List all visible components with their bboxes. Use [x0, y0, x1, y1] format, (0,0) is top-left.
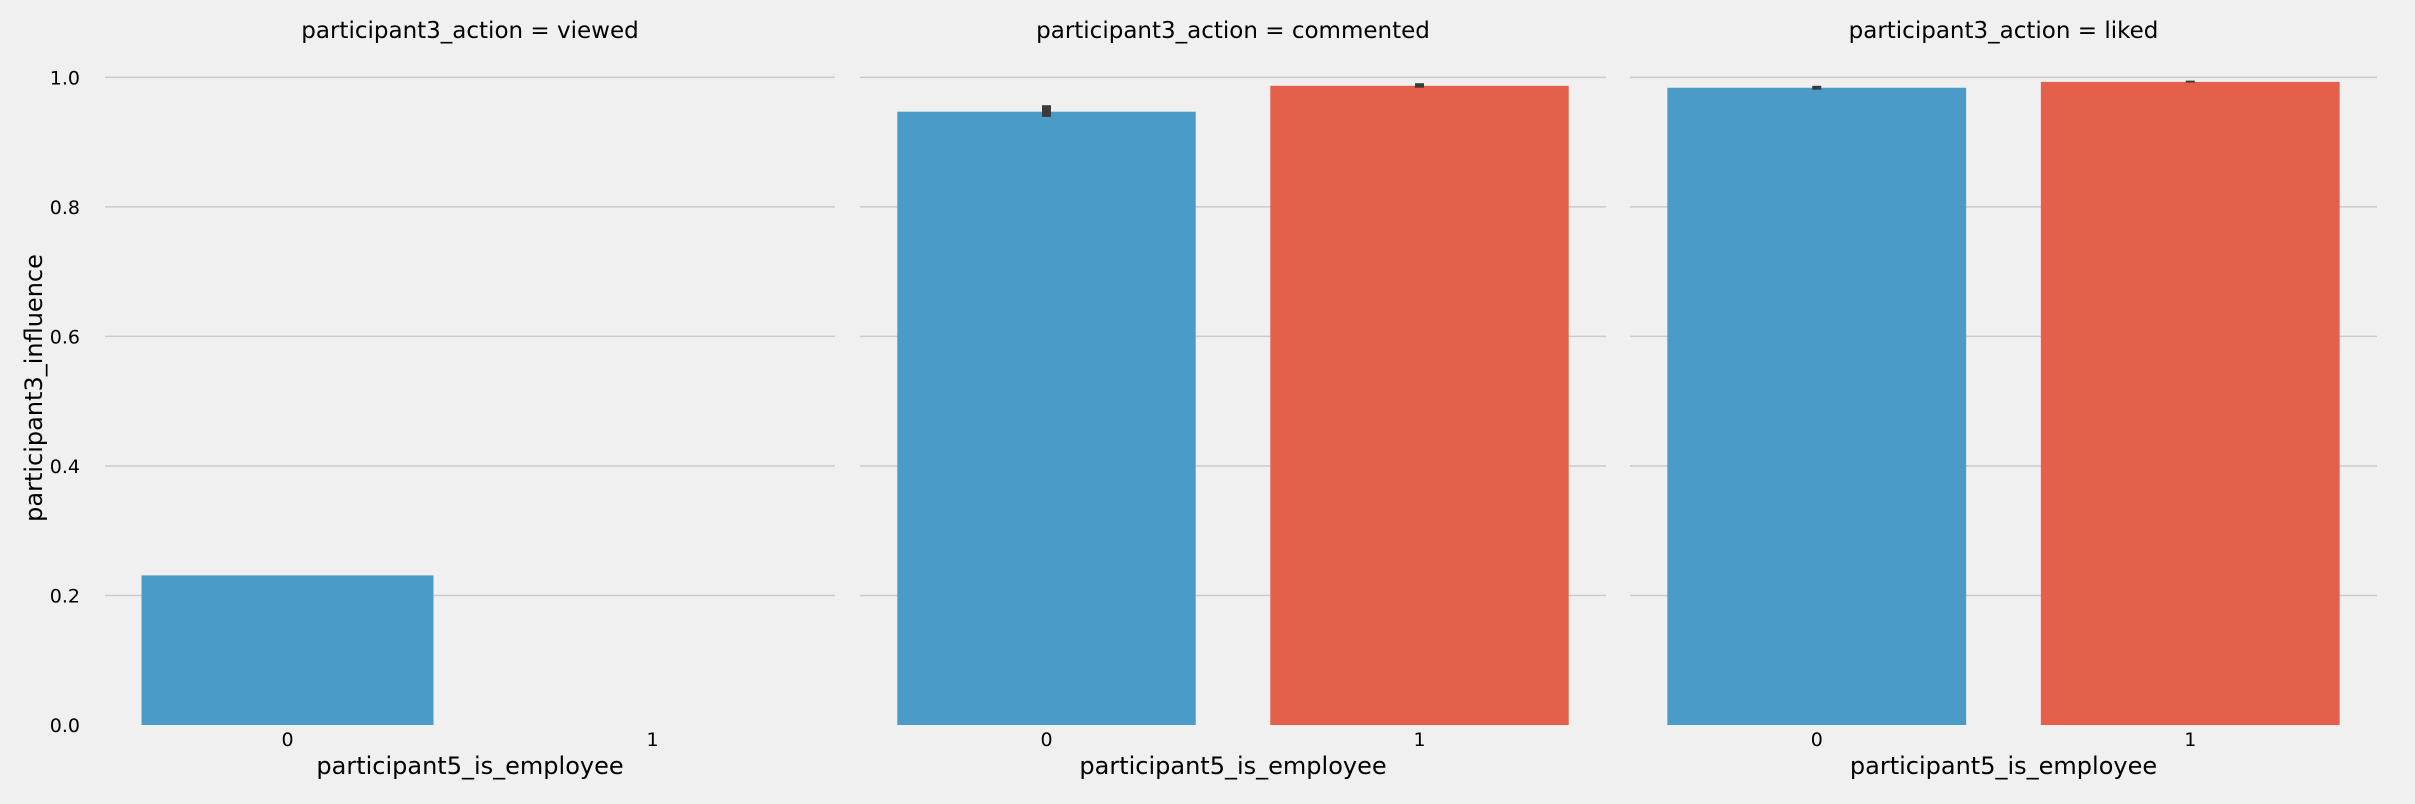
y-axis-label: participant3_influence [20, 254, 48, 522]
panel-title: participant3_action = viewed [301, 18, 638, 44]
facet-panel: 0.0 0.2 0.4 0.6 0.8 1.0 0 1 participant5_is_empl… [50, 18, 835, 780]
x-axis-label: participant5_is_employee [1079, 752, 1386, 780]
bar [2040, 81, 2340, 725]
facet-panel: 0 1 participant5_is_employee participant3_a… [1630, 18, 2377, 780]
bar [1270, 85, 1569, 726]
x-tick-label: 0 [1811, 729, 1823, 751]
x-tick-label: 0 [1040, 729, 1052, 751]
bar [141, 575, 434, 725]
y-tick-label: 0.2 [50, 585, 80, 607]
y-tick-label: 1.0 [50, 67, 80, 89]
x-tick-label: 1 [2184, 729, 2196, 751]
x-axis-label: participant5_is_employee [1850, 752, 2157, 780]
y-tick-label: 0.4 [50, 456, 80, 478]
x-tick-label: 1 [646, 729, 658, 751]
x-tick-label: 1 [1413, 729, 1425, 751]
x-tick-label: 0 [281, 729, 293, 751]
facet-panel: 0 1 participant5_is_employee participant3_a… [860, 18, 1606, 780]
y-tick-label: 0.0 [50, 715, 80, 737]
y-tick-label: 0.6 [50, 326, 80, 348]
panel-title: participant3_action = commented [1036, 18, 1430, 44]
bar [1667, 87, 1967, 725]
y-tick-label: 0.8 [50, 197, 80, 219]
x-axis-label: participant5_is_employee [316, 752, 623, 780]
bar [897, 111, 1196, 725]
panel-title: participant3_action = liked [1849, 18, 2159, 44]
